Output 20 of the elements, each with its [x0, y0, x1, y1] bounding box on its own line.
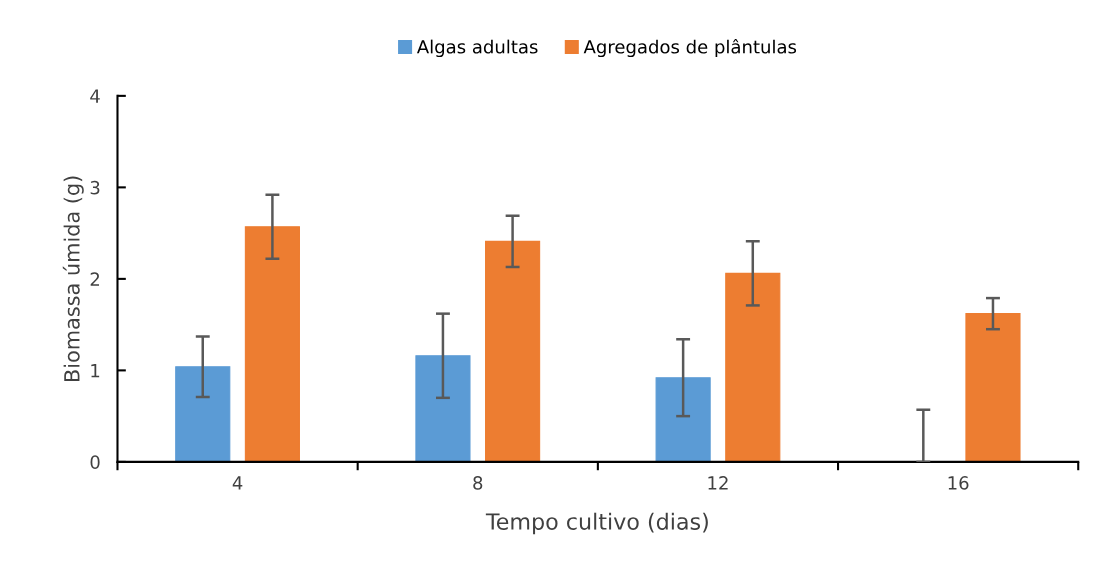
- y-tick-label: 1: [91, 364, 100, 378]
- bar: [415, 355, 471, 462]
- y-tick-label: 4: [90, 89, 100, 103]
- y-tick-label: 3: [90, 180, 100, 195]
- bar: [175, 366, 231, 462]
- x-axis-title: Tempo cultivo (dias): [485, 512, 708, 535]
- legend-label: Algas adultas: [416, 39, 538, 58]
- bar: [965, 313, 1021, 462]
- bar: [244, 226, 300, 462]
- bar: [485, 240, 541, 462]
- y-axis-title: Biomassa úmida (g): [62, 176, 84, 382]
- bar: [725, 272, 781, 462]
- x-tick-label: 4: [232, 476, 243, 490]
- x-tick-label: 8: [473, 476, 483, 490]
- y-tick-label: 0: [90, 455, 100, 470]
- x-tick-label: 12: [708, 476, 728, 490]
- bar: [655, 377, 711, 462]
- legend-label: Agregados de plântulas: [583, 38, 797, 58]
- x-tick-label: 16: [948, 476, 969, 490]
- y-tick-label: 2: [90, 272, 100, 286]
